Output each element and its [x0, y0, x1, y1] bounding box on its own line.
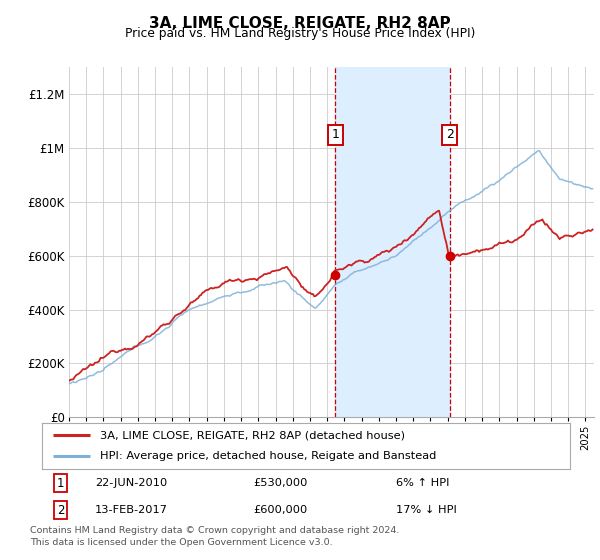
- Text: 3A, LIME CLOSE, REIGATE, RH2 8AP (detached house): 3A, LIME CLOSE, REIGATE, RH2 8AP (detach…: [100, 430, 405, 440]
- Bar: [335, 67, 450, 417]
- Text: Contains HM Land Registry data © Crown copyright and database right 2024.
This d: Contains HM Land Registry data © Crown c…: [30, 526, 400, 547]
- Text: 1: 1: [57, 477, 64, 489]
- Text: 2: 2: [57, 504, 64, 517]
- Text: 1: 1: [331, 128, 339, 141]
- Text: £600,000: £600,000: [253, 505, 307, 515]
- Text: 6% ↑ HPI: 6% ↑ HPI: [396, 478, 449, 488]
- Text: 2: 2: [446, 128, 454, 141]
- Text: 17% ↓ HPI: 17% ↓ HPI: [396, 505, 457, 515]
- Text: 13-FEB-2017: 13-FEB-2017: [95, 505, 168, 515]
- Text: £530,000: £530,000: [253, 478, 308, 488]
- Text: Price paid vs. HM Land Registry's House Price Index (HPI): Price paid vs. HM Land Registry's House …: [125, 27, 475, 40]
- Text: 3A, LIME CLOSE, REIGATE, RH2 8AP: 3A, LIME CLOSE, REIGATE, RH2 8AP: [149, 16, 451, 31]
- Text: HPI: Average price, detached house, Reigate and Banstead: HPI: Average price, detached house, Reig…: [100, 451, 436, 461]
- Text: 22-JUN-2010: 22-JUN-2010: [95, 478, 167, 488]
